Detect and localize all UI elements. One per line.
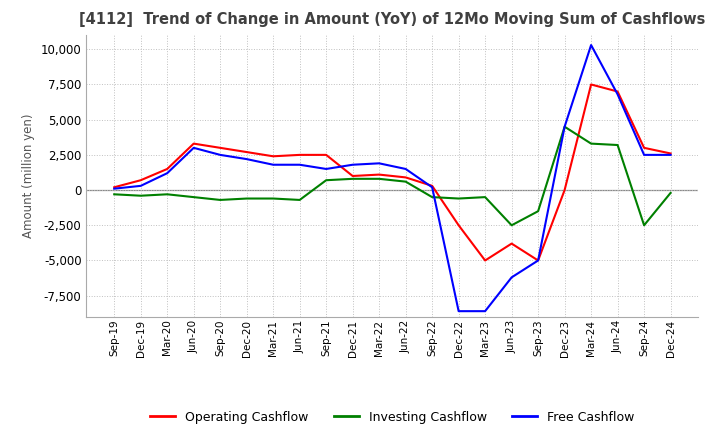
Title: [4112]  Trend of Change in Amount (YoY) of 12Mo Moving Sum of Cashflows: [4112] Trend of Change in Amount (YoY) o… — [79, 12, 706, 27]
Operating Cashflow — [534, 258, 542, 263]
Line: Operating Cashflow: Operating Cashflow — [114, 84, 670, 260]
Operating Cashflow — [322, 152, 330, 158]
Operating Cashflow — [216, 145, 225, 150]
Free Cashflow — [428, 185, 436, 190]
Investing Cashflow — [163, 192, 171, 197]
Operating Cashflow — [666, 151, 675, 156]
Free Cashflow — [136, 183, 145, 188]
Free Cashflow — [508, 275, 516, 280]
Free Cashflow — [666, 152, 675, 158]
Operating Cashflow — [269, 154, 277, 159]
Investing Cashflow — [269, 196, 277, 201]
Investing Cashflow — [481, 194, 490, 200]
Investing Cashflow — [534, 209, 542, 214]
Operating Cashflow — [481, 258, 490, 263]
Free Cashflow — [481, 308, 490, 314]
Investing Cashflow — [322, 178, 330, 183]
Free Cashflow — [587, 42, 595, 48]
Operating Cashflow — [587, 82, 595, 87]
Operating Cashflow — [560, 187, 569, 193]
Free Cashflow — [243, 157, 251, 162]
Legend: Operating Cashflow, Investing Cashflow, Free Cashflow: Operating Cashflow, Investing Cashflow, … — [145, 406, 639, 429]
Free Cashflow — [375, 161, 384, 166]
Line: Investing Cashflow: Investing Cashflow — [114, 127, 670, 225]
Investing Cashflow — [189, 194, 198, 200]
Investing Cashflow — [348, 176, 357, 181]
Free Cashflow — [560, 124, 569, 129]
Operating Cashflow — [110, 185, 119, 190]
Free Cashflow — [269, 162, 277, 167]
Investing Cashflow — [110, 192, 119, 197]
Investing Cashflow — [587, 141, 595, 146]
Free Cashflow — [110, 186, 119, 191]
Investing Cashflow — [508, 223, 516, 228]
Operating Cashflow — [243, 150, 251, 155]
Free Cashflow — [454, 308, 463, 314]
Operating Cashflow — [348, 173, 357, 179]
Investing Cashflow — [666, 190, 675, 195]
Operating Cashflow — [454, 223, 463, 228]
Y-axis label: Amount (million yen): Amount (million yen) — [22, 114, 35, 238]
Free Cashflow — [613, 92, 622, 97]
Investing Cashflow — [560, 124, 569, 129]
Free Cashflow — [322, 166, 330, 172]
Operating Cashflow — [401, 175, 410, 180]
Free Cashflow — [163, 171, 171, 176]
Operating Cashflow — [428, 183, 436, 188]
Investing Cashflow — [428, 194, 436, 200]
Free Cashflow — [640, 152, 649, 158]
Operating Cashflow — [295, 152, 304, 158]
Operating Cashflow — [189, 141, 198, 146]
Investing Cashflow — [640, 223, 649, 228]
Investing Cashflow — [216, 197, 225, 202]
Line: Free Cashflow: Free Cashflow — [114, 45, 670, 311]
Free Cashflow — [348, 162, 357, 167]
Operating Cashflow — [640, 145, 649, 150]
Operating Cashflow — [163, 166, 171, 172]
Investing Cashflow — [613, 143, 622, 148]
Investing Cashflow — [295, 197, 304, 202]
Operating Cashflow — [136, 178, 145, 183]
Investing Cashflow — [401, 179, 410, 184]
Operating Cashflow — [508, 241, 516, 246]
Free Cashflow — [401, 166, 410, 172]
Investing Cashflow — [454, 196, 463, 201]
Free Cashflow — [295, 162, 304, 167]
Free Cashflow — [216, 152, 225, 158]
Investing Cashflow — [243, 196, 251, 201]
Operating Cashflow — [375, 172, 384, 177]
Investing Cashflow — [375, 176, 384, 181]
Free Cashflow — [534, 258, 542, 263]
Investing Cashflow — [136, 193, 145, 198]
Operating Cashflow — [613, 89, 622, 94]
Free Cashflow — [189, 145, 198, 150]
